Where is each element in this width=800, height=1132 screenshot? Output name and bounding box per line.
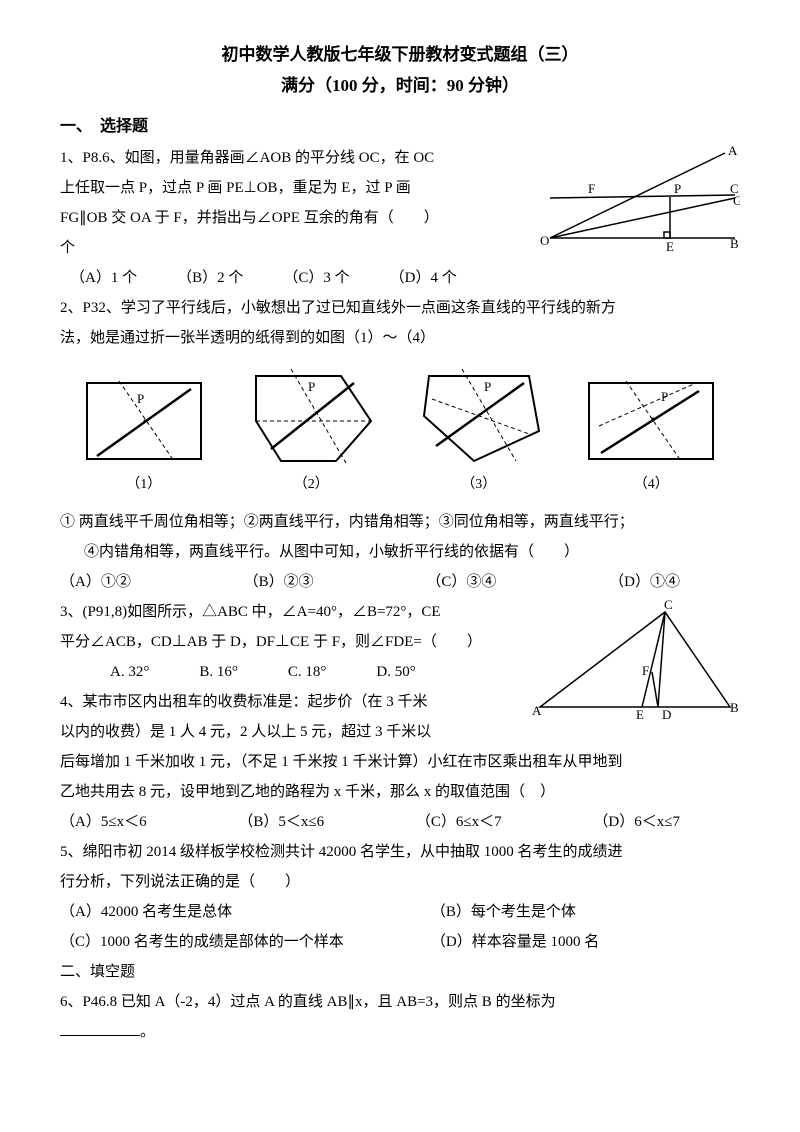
q4-opt-a: （A）5≤x＜6	[60, 807, 147, 837]
section-1-heading: 一、 选择题	[60, 111, 740, 143]
q1-line2: 上任取一点 P，过点 P 画 PE⊥OB，重足为 E，过 P 画	[60, 173, 540, 203]
svg-text:A: A	[728, 143, 738, 158]
q4-opt-d: （D）6＜x≤7	[593, 807, 680, 837]
svg-text:F: F	[588, 181, 595, 196]
q3-opt-a: A. 32°	[110, 657, 149, 687]
svg-text:P: P	[484, 379, 491, 394]
svg-text:P: P	[661, 389, 668, 404]
q1-line3: FG∥OB 交 OA 于 F，并指出与∠OPE 互余的角有（ ）	[60, 203, 540, 233]
q4-opt-c: （C）6≤x＜7	[416, 807, 502, 837]
q3-line1: 3、(P91,8)如图所示，△ABC 中，∠A=40°，∠B=72°，CE	[60, 597, 530, 627]
q5-line2: 行分析，下列说法正确的是（ ）	[60, 867, 740, 897]
q4-line4: 乙地共用去 8 元，设甲地到乙地的路程为 x 千米，那么 x 的取值范围（ ）	[60, 777, 740, 807]
q1-opt-d: （D）4 个	[390, 263, 457, 293]
q5-opt-b: （B）每个考生是个体	[431, 897, 740, 927]
q2-opt-a: （A）①②	[60, 567, 131, 597]
q6-line1: 6、P46.8 已知 A（-2，4）过点 A 的直线 AB∥x，且 AB=3，则…	[60, 987, 740, 1017]
subtitle: 满分（100 分，时间：90 分钟）	[60, 71, 740, 102]
q5-opt-c: （C）1000 名考生的成绩是部体的一个样本	[60, 927, 431, 957]
q2-cap4: （4）	[581, 471, 721, 499]
svg-text:G: G	[733, 193, 740, 208]
q2-opt-c: （C）③④	[426, 567, 496, 597]
q3-opt-b: B. 16°	[199, 657, 238, 687]
svg-text:O: O	[540, 233, 549, 248]
q3-opt-c: C. 18°	[288, 657, 327, 687]
q1-line1: 1、P8.6、如图，用量角器画∠AOB 的平分线 OC，在 OC	[60, 143, 540, 173]
q5-opt-d: （D）样本容量是 1000 名	[431, 927, 740, 957]
section-2-heading: 二、填空题	[60, 957, 740, 987]
q4-line1: 4、某市市区内出租车的收费标准是：起步价（在 3 千米	[60, 687, 530, 717]
q6-line2: 。	[60, 1017, 740, 1047]
q2-cap3: （3）	[414, 471, 544, 499]
q2-line3: ① 两直线平千周位角相等；②两直线平行，内错角相等；③同位角相等，两直线平行；	[60, 507, 740, 537]
q2-cap2: （2）	[246, 471, 376, 499]
q2-cap1: （1）	[79, 471, 209, 499]
svg-text:F: F	[642, 663, 649, 678]
q1-line4: 个	[60, 233, 540, 263]
q4-line2: 以内的收费）是 1 人 4 元，2 人以上 5 元，超过 3 千米以	[60, 717, 530, 747]
svg-text:C: C	[664, 597, 673, 612]
q4-line3: 后每增加 1 千米加收 1 元，（不足 1 千米按 1 千米计算）小红在市区乘出…	[60, 747, 740, 777]
svg-text:P: P	[137, 391, 144, 406]
q1-opt-a: （A）1 个	[70, 263, 137, 293]
q2-opt-b: （B）②③	[244, 567, 314, 597]
q5-line1: 5、绵阳市初 2014 级样板学校检测共计 42000 名学生，从中抽取 100…	[60, 837, 740, 867]
q1-opt-c: （C）3 个	[283, 263, 349, 293]
q2-figures: P （1） P （2） P （3） P	[60, 361, 740, 499]
q2-line1: 2、P32、学习了平行线后，小敏想出了过已知直线外一点画这条直线的平行线的新方	[60, 293, 740, 323]
q1-figure: A C G B F A P E O	[540, 143, 740, 253]
svg-text:E: E	[666, 239, 674, 253]
q2-line2: 法，她是通过折一张半透明的纸得到的如图（1）～（4）	[60, 323, 740, 353]
q6-blank	[60, 1020, 140, 1036]
q3-line2: 平分∠ACB，CD⊥AB 于 D，DF⊥CE 于 F，则∠FDE=（ ）	[60, 627, 530, 657]
q5-opt-a: （A）42000 名考生是总体	[60, 897, 431, 927]
q3-figure: A B C D E F	[530, 597, 740, 727]
svg-text:A: A	[532, 703, 542, 718]
svg-text:D: D	[662, 707, 671, 722]
q2-line4: ④内错角相等，两直线平行。从图中可知，小敏折平行线的依据有（ ）	[84, 537, 740, 567]
svg-text:P: P	[308, 379, 315, 394]
q2-opt-d: （D）①④	[609, 567, 680, 597]
svg-text:B: B	[730, 700, 739, 715]
svg-text:B: B	[730, 236, 739, 251]
q3-opt-d: D. 50°	[376, 657, 415, 687]
title: 初中数学人教版七年级下册教材变式题组（三）	[60, 40, 740, 71]
svg-text:E: E	[636, 707, 644, 722]
q4-opt-b: （B）5＜x≤6	[238, 807, 324, 837]
svg-text:P: P	[674, 181, 681, 196]
q1-opt-b: （B）2 个	[177, 263, 243, 293]
